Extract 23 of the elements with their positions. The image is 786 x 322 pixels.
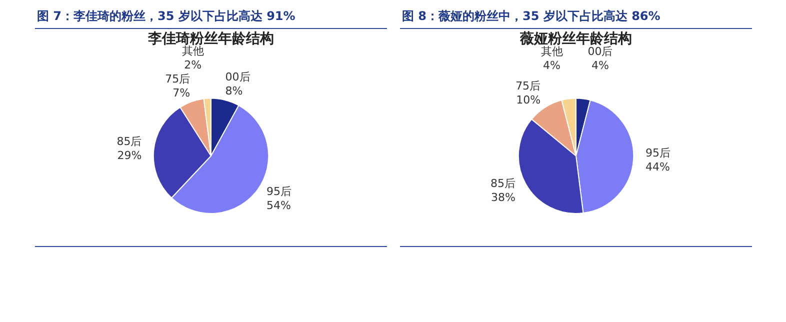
data-label: 10% bbox=[516, 94, 541, 107]
caption: 图 7：李佳琦的粉丝，35 岁以下占比高达 91% bbox=[35, 6, 387, 29]
slice-label: 75后 bbox=[165, 72, 190, 86]
data-label: 54% bbox=[266, 199, 291, 212]
slice-label: 85后 bbox=[116, 134, 142, 148]
slice-label: 95后 bbox=[645, 146, 670, 160]
slice-label: 00后 bbox=[588, 44, 613, 58]
data-label: 44% bbox=[645, 160, 670, 174]
data-label: 4% bbox=[592, 58, 609, 72]
data-label: 2% bbox=[184, 58, 202, 72]
data-label: 7% bbox=[172, 86, 190, 100]
slice-label: 85后 bbox=[490, 177, 516, 190]
chart-title: 薇娅粉丝年龄结构 bbox=[519, 31, 632, 48]
data-label: 38% bbox=[491, 191, 516, 204]
data-label: 4% bbox=[543, 58, 560, 72]
caption: 图 8：薇娅的粉丝中，35 岁以下占比高达 86% bbox=[400, 6, 752, 29]
data-label: 8% bbox=[225, 84, 243, 98]
slice-label: 其他 bbox=[182, 44, 204, 58]
data-label: 29% bbox=[117, 148, 142, 162]
slice-label: 95后 bbox=[266, 185, 292, 198]
slice-label: 其他 bbox=[540, 44, 563, 58]
slice-label: 00后 bbox=[225, 70, 250, 84]
slice-label: 75后 bbox=[516, 80, 541, 93]
